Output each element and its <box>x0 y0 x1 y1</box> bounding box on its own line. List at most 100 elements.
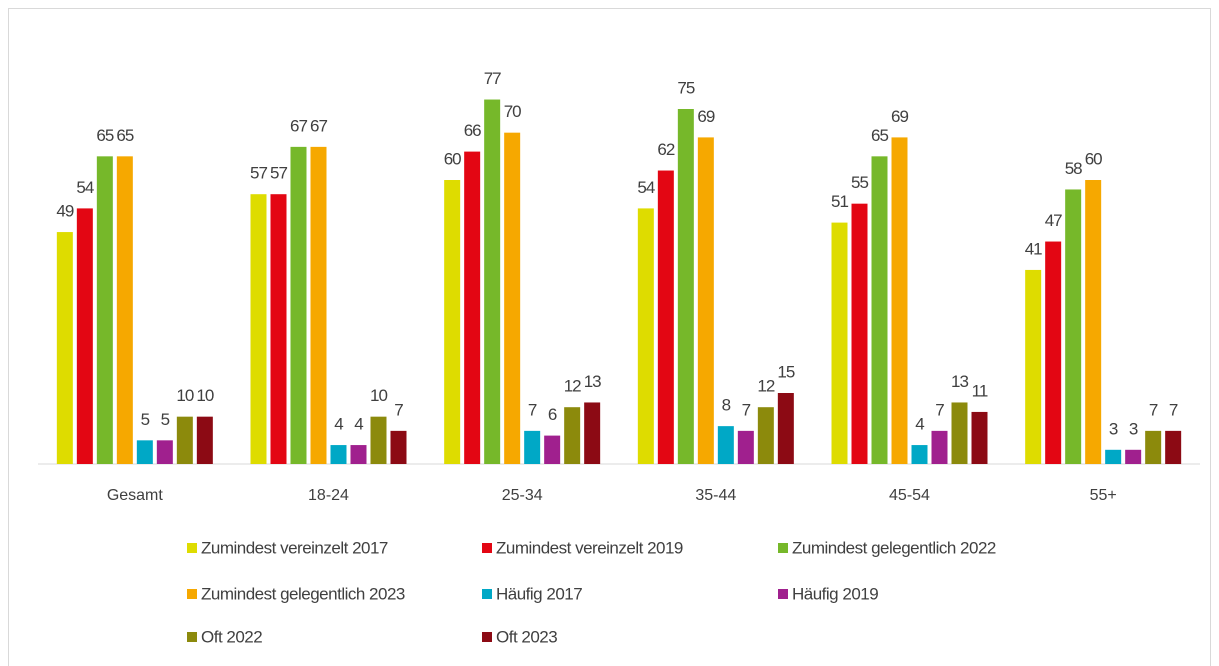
value-label: 7 <box>528 400 537 419</box>
bar <box>56 232 73 464</box>
bar <box>1085 180 1102 464</box>
value-label: 55 <box>851 173 868 192</box>
legend-label: Zumindest vereinzelt 2019 <box>496 538 683 557</box>
value-label: 7 <box>742 400 751 419</box>
bar <box>737 430 754 464</box>
bar <box>444 180 461 464</box>
value-label: 65 <box>871 126 888 145</box>
bar <box>290 146 307 464</box>
bar <box>504 132 521 464</box>
value-label: 47 <box>1045 211 1062 230</box>
legend-swatch <box>482 543 492 553</box>
bar <box>951 402 968 464</box>
bar <box>851 203 868 464</box>
bar <box>484 99 501 465</box>
legend-swatch <box>482 632 492 642</box>
value-label: 7 <box>1169 400 1178 419</box>
value-label: 7 <box>394 400 403 419</box>
value-label: 8 <box>722 396 731 415</box>
bar <box>584 402 601 464</box>
value-label: 70 <box>504 102 521 121</box>
legend-label: Zumindest vereinzelt 2017 <box>201 538 388 557</box>
value-label: 7 <box>935 400 944 419</box>
bar <box>757 407 774 464</box>
legend-swatch <box>778 543 788 553</box>
value-label: 10 <box>196 386 213 405</box>
value-label: 75 <box>677 78 694 97</box>
bar <box>1105 449 1122 464</box>
value-label: 67 <box>310 116 327 135</box>
x-tick-label: 45-54 <box>889 487 930 504</box>
value-label: 54 <box>76 178 93 197</box>
bar <box>96 156 113 465</box>
x-tick-label: 25-34 <box>502 487 543 504</box>
value-label: 10 <box>370 386 387 405</box>
bar <box>564 407 581 464</box>
bar <box>176 416 193 464</box>
value-label: 6 <box>548 405 557 424</box>
chart-frame <box>8 8 1211 666</box>
bar <box>831 222 848 464</box>
value-label: 5 <box>141 410 150 429</box>
bar <box>677 109 694 464</box>
value-label: 3 <box>1109 419 1118 438</box>
bar <box>697 137 714 464</box>
legend-swatch <box>187 543 197 553</box>
value-label: 69 <box>697 107 714 126</box>
value-label: 60 <box>1085 149 1102 168</box>
legend-label: Zumindest gelegentlich 2022 <box>792 538 996 557</box>
value-label: 54 <box>637 178 654 197</box>
bar <box>250 194 267 464</box>
value-label: 65 <box>96 126 113 145</box>
bar <box>330 445 347 464</box>
value-label: 65 <box>116 126 133 145</box>
bar <box>76 208 93 464</box>
value-label: 58 <box>1065 159 1082 178</box>
value-label: 67 <box>290 116 307 135</box>
bar <box>196 416 213 464</box>
bar <box>717 426 734 464</box>
value-label: 4 <box>354 415 363 434</box>
value-label: 15 <box>777 362 794 381</box>
bar <box>637 208 654 464</box>
bar <box>1045 241 1062 464</box>
value-label: 4 <box>334 415 343 434</box>
bar <box>891 137 908 464</box>
legend-swatch <box>187 589 197 599</box>
bar <box>1145 430 1162 464</box>
bar <box>1125 449 1142 464</box>
value-label: 51 <box>831 192 848 211</box>
x-tick-label: 18-24 <box>308 487 349 504</box>
bar <box>524 430 541 464</box>
value-label: 41 <box>1025 239 1042 258</box>
legend-swatch <box>187 632 197 642</box>
value-label: 66 <box>464 121 481 140</box>
x-tick-label: Gesamt <box>107 487 164 504</box>
value-label: 13 <box>951 372 968 391</box>
value-label: 11 <box>972 381 988 400</box>
bar <box>931 430 948 464</box>
bar <box>777 393 794 464</box>
legend-label: Oft 2022 <box>201 627 262 646</box>
bar <box>1165 430 1182 464</box>
value-label: 3 <box>1129 419 1138 438</box>
value-label: 13 <box>584 372 601 391</box>
bar <box>156 440 173 464</box>
bar <box>657 170 674 465</box>
legend-label: Oft 2023 <box>496 627 557 646</box>
value-label: 62 <box>657 140 674 159</box>
bar <box>911 445 928 464</box>
value-label: 5 <box>161 410 170 429</box>
value-label: 4 <box>915 415 924 434</box>
value-label: 57 <box>270 164 287 183</box>
value-label: 69 <box>891 107 908 126</box>
bar <box>971 411 988 464</box>
x-tick-label: 55+ <box>1090 487 1117 504</box>
legend-label: Zumindest gelegentlich 2023 <box>201 584 405 603</box>
legend-swatch <box>778 589 788 599</box>
value-label: 10 <box>176 386 193 405</box>
bar <box>544 435 561 464</box>
value-label: 12 <box>757 377 774 396</box>
value-label: 77 <box>484 69 501 88</box>
